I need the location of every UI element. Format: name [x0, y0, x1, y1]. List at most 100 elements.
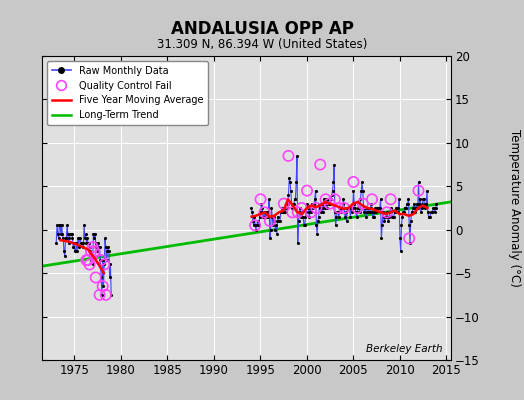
Point: [426, 214, 434, 220]
Point: [383, 209, 391, 216]
Point: [343, 205, 352, 211]
Point: [332, 214, 341, 220]
Point: [97, 274, 105, 281]
Point: [82, 257, 91, 263]
Point: [392, 205, 400, 211]
Point: [100, 261, 108, 268]
Point: [292, 179, 300, 185]
Point: [260, 209, 269, 216]
Point: [331, 196, 339, 202]
Point: [313, 231, 321, 237]
Point: [280, 200, 288, 207]
Point: [388, 214, 396, 220]
Point: [312, 222, 321, 228]
Point: [284, 153, 292, 159]
Point: [365, 209, 373, 216]
Point: [329, 188, 337, 194]
Point: [342, 218, 351, 224]
Point: [95, 292, 104, 298]
Point: [95, 244, 104, 250]
Point: [400, 205, 409, 211]
Point: [251, 222, 259, 228]
Point: [405, 235, 413, 242]
Point: [305, 214, 313, 220]
Point: [256, 209, 265, 216]
Point: [328, 192, 336, 198]
Point: [288, 209, 297, 216]
Point: [74, 235, 82, 242]
Point: [420, 196, 428, 202]
Point: [297, 214, 305, 220]
Point: [275, 218, 283, 224]
Point: [295, 209, 303, 216]
Point: [278, 205, 287, 211]
Point: [303, 200, 311, 207]
Point: [387, 205, 395, 211]
Point: [374, 205, 383, 211]
Point: [325, 200, 334, 207]
Point: [269, 214, 278, 220]
Point: [102, 257, 111, 263]
Point: [318, 200, 326, 207]
Point: [350, 179, 358, 185]
Point: [342, 209, 350, 216]
Point: [285, 192, 293, 198]
Point: [91, 231, 99, 237]
Point: [301, 222, 309, 228]
Point: [288, 205, 297, 211]
Point: [416, 196, 424, 202]
Point: [79, 240, 87, 246]
Point: [287, 200, 296, 207]
Point: [249, 222, 258, 228]
Point: [99, 257, 107, 263]
Point: [422, 200, 430, 207]
Point: [370, 209, 378, 216]
Point: [425, 214, 433, 220]
Point: [376, 196, 385, 202]
Point: [66, 231, 74, 237]
Point: [341, 214, 349, 220]
Point: [67, 231, 75, 237]
Text: Berkeley Earth: Berkeley Earth: [366, 344, 442, 354]
Point: [290, 196, 299, 202]
Point: [307, 209, 315, 216]
Point: [397, 222, 406, 228]
Point: [403, 200, 412, 207]
Point: [321, 196, 330, 202]
Point: [335, 209, 344, 216]
Point: [286, 179, 294, 185]
Point: [264, 214, 272, 220]
Point: [83, 235, 91, 242]
Point: [361, 205, 369, 211]
Point: [424, 214, 433, 220]
Point: [385, 214, 394, 220]
Point: [306, 205, 314, 211]
Point: [345, 205, 353, 211]
Point: [418, 205, 426, 211]
Point: [267, 205, 276, 211]
Point: [317, 209, 325, 216]
Point: [316, 205, 324, 211]
Point: [274, 218, 282, 224]
Point: [369, 214, 378, 220]
Point: [386, 209, 394, 216]
Point: [64, 240, 73, 246]
Point: [97, 257, 105, 263]
Point: [90, 248, 99, 255]
Point: [99, 283, 107, 289]
Point: [92, 244, 101, 250]
Point: [363, 205, 372, 211]
Point: [55, 222, 63, 228]
Point: [352, 209, 360, 216]
Point: [62, 235, 71, 242]
Point: [89, 231, 97, 237]
Point: [82, 240, 91, 246]
Point: [402, 205, 410, 211]
Point: [105, 274, 114, 281]
Point: [247, 205, 256, 211]
Point: [428, 209, 436, 216]
Text: ANDALUSIA OPP AP: ANDALUSIA OPP AP: [171, 20, 353, 38]
Point: [331, 209, 339, 216]
Point: [260, 209, 269, 216]
Point: [310, 200, 318, 207]
